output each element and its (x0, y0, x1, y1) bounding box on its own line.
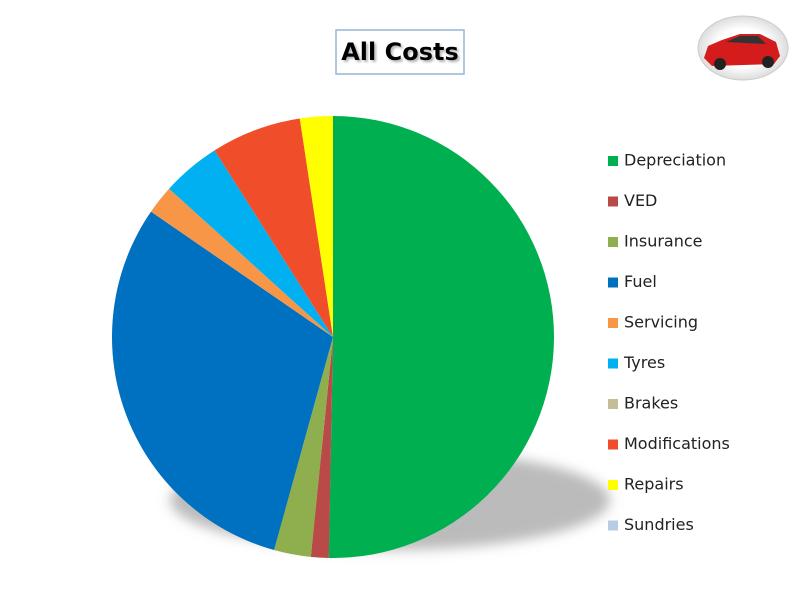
legend-swatch (608, 277, 618, 288)
legend-swatch (608, 399, 618, 409)
pie-slice (214, 118, 333, 337)
pie-slice (274, 337, 333, 557)
legend-label: VED (624, 191, 657, 210)
chart-title: All Costs (341, 38, 459, 66)
legend-label: Repairs (624, 475, 684, 494)
legend-label: Modifications (624, 434, 730, 453)
legend-swatch (608, 237, 618, 247)
title-box (335, 29, 465, 75)
legend-label: Tyres (623, 353, 665, 372)
legend-label: Sundries (624, 515, 694, 534)
pie-slice (299, 116, 333, 337)
pie-slice (310, 337, 333, 558)
legend-swatch (608, 196, 618, 207)
legend-label: Fuel (624, 272, 657, 291)
legend-label: Brakes (624, 394, 678, 413)
legend: Depreciation VED Insurance Fuel Servicing Tyr… (608, 151, 730, 534)
pie-slice (169, 150, 333, 337)
legend-label: Depreciation (624, 151, 726, 170)
legend-swatch (608, 439, 618, 450)
legend-swatch (608, 156, 618, 166)
car-logo (697, 15, 789, 81)
legend-swatch (608, 318, 618, 328)
legend-label: Servicing (624, 313, 698, 332)
legend-label: Insurance (624, 232, 703, 251)
legend-swatch (608, 358, 618, 369)
pie-slice (328, 116, 554, 558)
pie-slice (112, 211, 333, 550)
pie (112, 116, 554, 558)
legend-swatch (608, 520, 618, 531)
pie-slice (150, 188, 333, 337)
legend-swatch (608, 480, 618, 490)
